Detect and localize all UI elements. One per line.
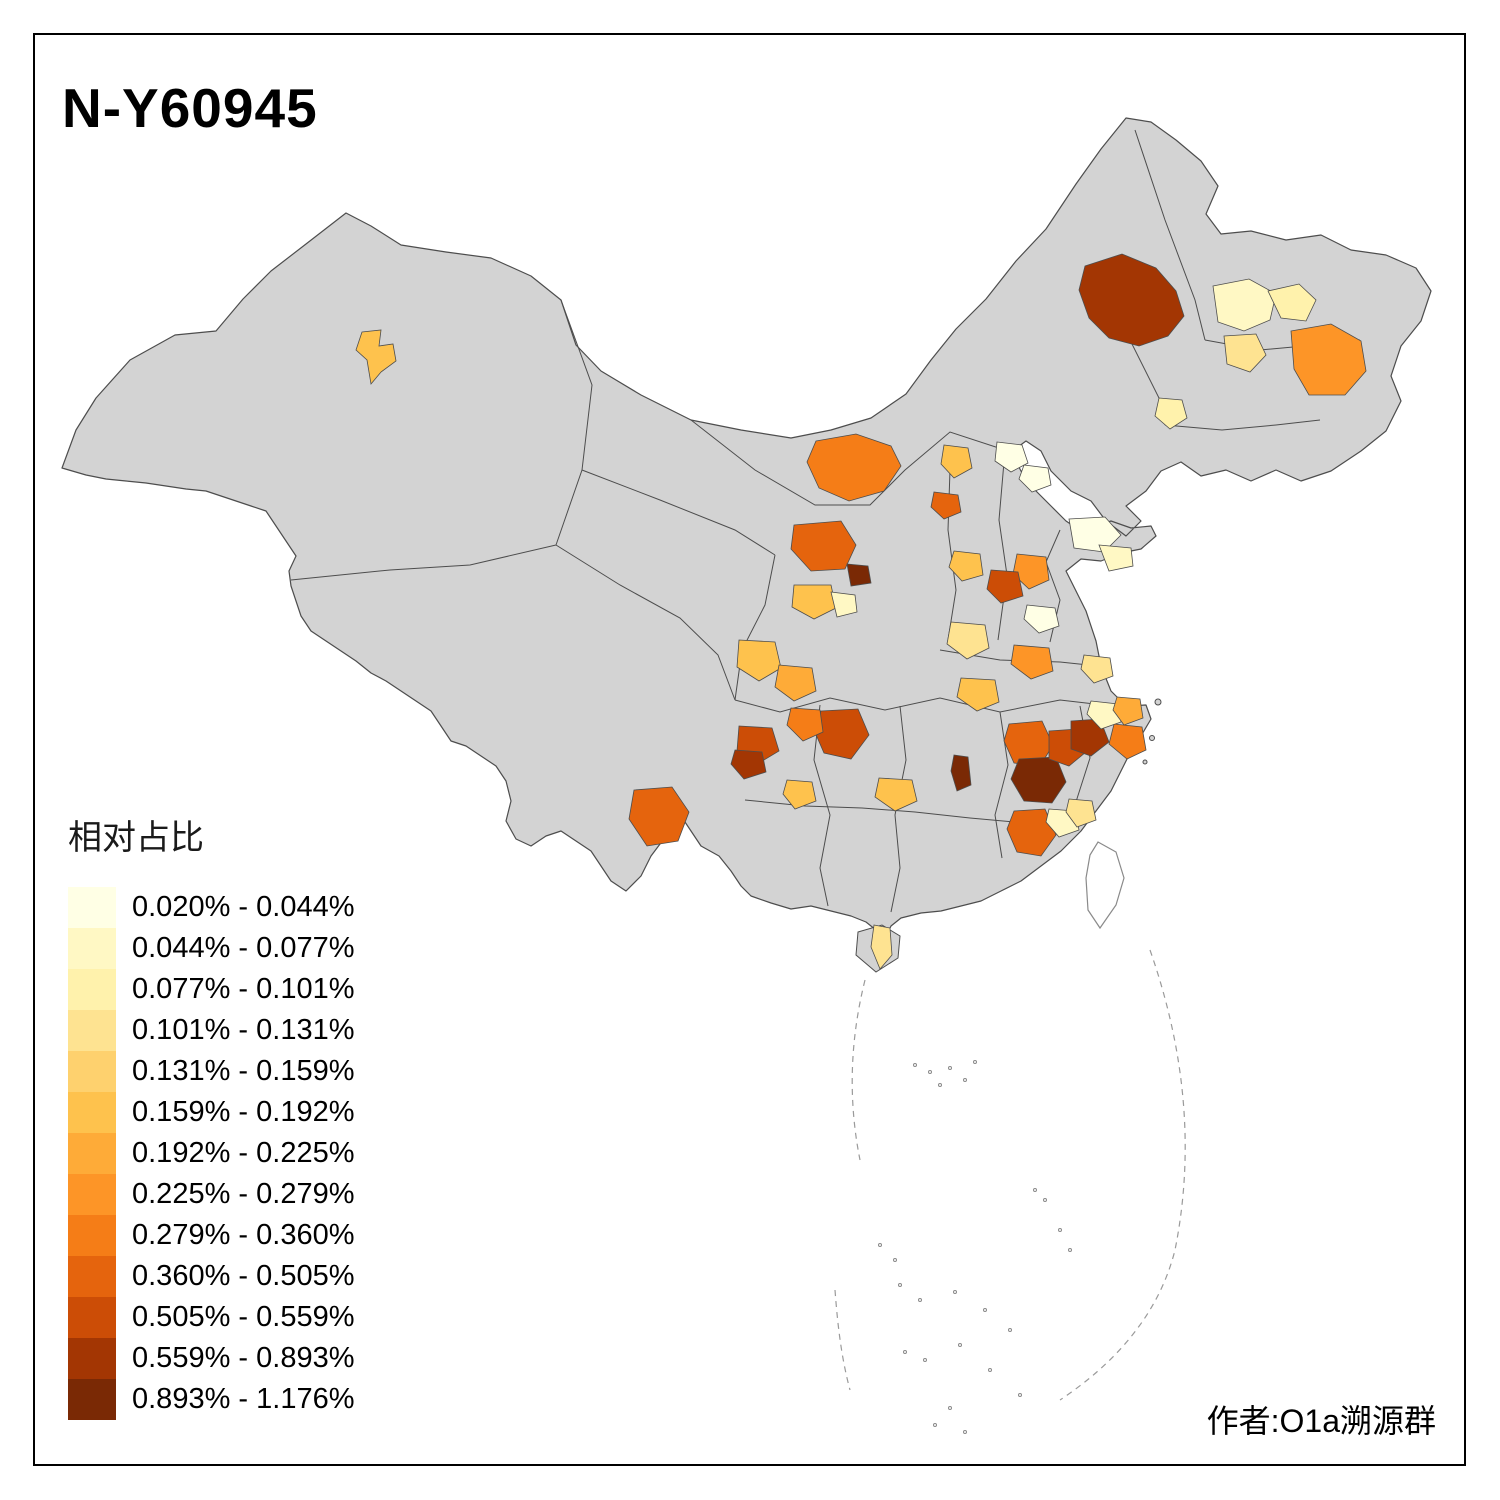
map-region [948,550,984,582]
map-region [806,433,902,502]
legend-item: 0.360% - 0.505% [68,1256,354,1297]
attribution: 作者:O1a溯源群 [1206,1403,1436,1439]
legend-swatch [68,1379,116,1420]
coastal-islets [1142,698,1162,765]
legend-label: 0.020% - 0.044% [132,891,355,923]
map-region [1018,464,1052,493]
map-region [940,444,973,479]
legend-item: 0.159% - 0.192% [68,1092,354,1133]
legend-item: 0.131% - 0.159% [68,1051,354,1092]
legend-item: 0.279% - 0.360% [68,1215,354,1256]
map-region [774,664,817,702]
legend-item: 0.020% - 0.044% [68,887,354,928]
legend-swatch [68,928,116,969]
map-region [791,584,837,620]
map-region [870,924,893,970]
legend-swatch [68,1092,116,1133]
legend-label: 0.077% - 0.101% [132,973,355,1005]
legend-item: 0.077% - 0.101% [68,969,354,1010]
legend-title: 相对占比 [68,819,204,857]
map-region [1267,283,1317,322]
legend-item: 0.192% - 0.225% [68,1133,354,1174]
legend-swatch [68,1051,116,1092]
map-region [1086,700,1122,730]
map-region [950,754,972,792]
choropleth-regions [355,253,1367,970]
legend-label: 0.131% - 0.159% [132,1055,355,1087]
map-region [994,441,1029,473]
map-region [946,621,990,660]
map-region [736,639,782,682]
legend-item: 0.225% - 0.279% [68,1174,354,1215]
map-region [846,563,872,587]
legend-swatch [68,1133,116,1174]
map-region [628,786,690,847]
map-region [1012,553,1050,590]
map-region [1212,278,1277,332]
sea-island-dots [878,1060,1072,1434]
south-china-sea [834,949,1186,1434]
map-region [956,677,1000,712]
map-region [1068,516,1122,553]
legend-swatch [68,1338,116,1379]
map-region [1108,723,1147,760]
map-region [786,707,824,742]
map-region [1154,397,1188,430]
legend-label: 0.044% - 0.077% [132,932,355,964]
page-title: N-Y60945 [62,77,318,139]
legend-label: 0.192% - 0.225% [132,1137,355,1169]
legend-swatch [68,1215,116,1256]
map-region [1223,333,1267,373]
legend-swatch [68,1297,116,1338]
map-region [930,491,962,520]
map-region [730,749,767,780]
legend-item: 0.559% - 0.893% [68,1338,354,1379]
map-region [790,520,857,572]
legend-item: 0.101% - 0.131% [68,1010,354,1051]
legend-swatch [68,969,116,1010]
legend-label: 0.279% - 0.360% [132,1219,355,1251]
map-region [1078,253,1185,347]
legend-label: 0.225% - 0.279% [132,1178,355,1210]
map-region [355,329,397,385]
legend-item: 0.505% - 0.559% [68,1297,354,1338]
map-region [1065,798,1097,828]
map-region [830,591,858,618]
map-region [782,779,817,810]
legend-label: 0.101% - 0.131% [132,1014,355,1046]
taiwan-island-shape [1085,841,1125,930]
map-region [1098,544,1134,572]
map-region [1080,654,1114,684]
legend-label: 0.893% - 1.176% [132,1383,355,1415]
legend-swatch [68,1174,116,1215]
legend-label: 0.505% - 0.559% [132,1301,355,1333]
map-region [1006,808,1057,857]
legend-label: 0.159% - 0.192% [132,1096,355,1128]
map-region [1023,604,1060,634]
map-region [1290,323,1367,396]
legend: 相对占比 0.020% - 0.044% 0.044% - 0.077% 0.077… [68,810,354,1420]
legend-item: 0.044% - 0.077% [68,928,354,969]
map-region [1010,644,1054,680]
legend-item: 0.893% - 1.176% [68,1379,354,1420]
map-region [986,569,1024,604]
map-region [874,777,918,812]
legend-swatch [68,887,116,928]
map-region [1112,696,1144,726]
legend-items: 0.020% - 0.044% 0.044% - 0.077% 0.077% - 0… [68,887,354,1420]
legend-swatch [68,1010,116,1051]
legend-swatch [68,1256,116,1297]
plot-frame [33,33,1466,1466]
legend-label: 0.360% - 0.505% [132,1260,355,1292]
legend-label: 0.559% - 0.893% [132,1342,355,1374]
